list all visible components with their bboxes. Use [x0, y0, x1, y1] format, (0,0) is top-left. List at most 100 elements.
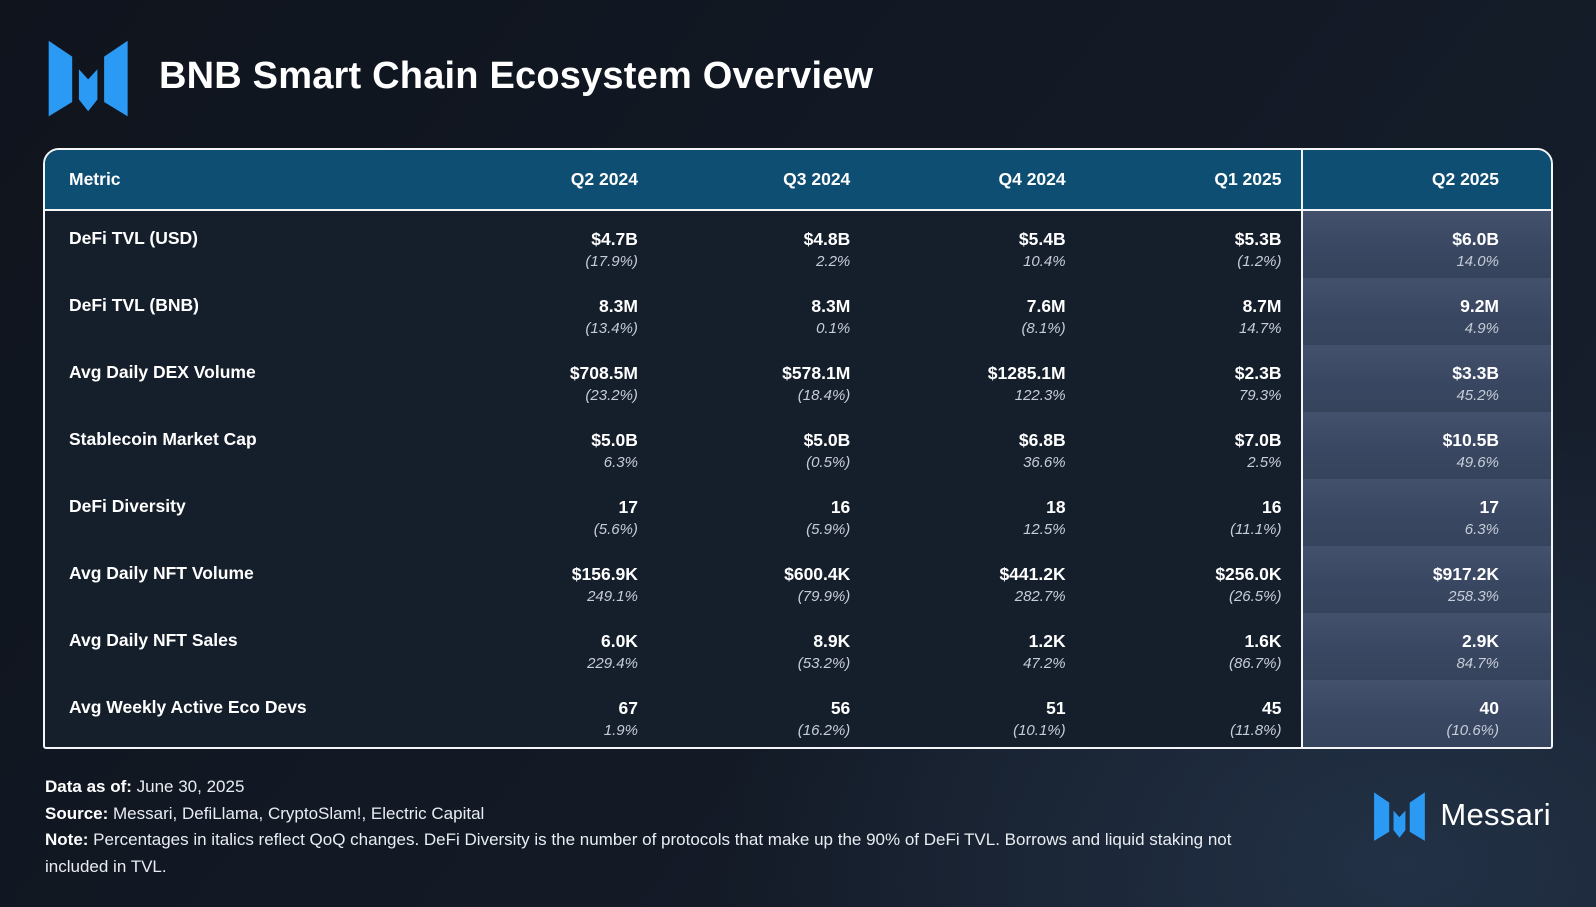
qoq-change: 4.9% — [1464, 320, 1499, 337]
data-cell: $2.3B 79.3% — [1086, 345, 1303, 412]
qoq-change: (18.4%) — [797, 387, 851, 404]
note-line: Note: Percentages in italics reflect QoQ… — [45, 827, 1260, 880]
value: 1.2K — [1028, 631, 1066, 651]
qoq-change: (1.2%) — [1237, 253, 1282, 270]
column-header-q2-2025-highlighted: Q2 2025 — [1301, 150, 1551, 211]
value: $10.5B — [1442, 430, 1499, 450]
data-cell: $5.4B 10.4% — [870, 210, 1085, 278]
value: 2.9K — [1462, 631, 1499, 651]
data-cell: $5.3B (1.2%) — [1086, 210, 1303, 278]
table-row-defi-tvl-usd: DeFi TVL (USD) $4.7B (17.9%) $4.8B 2.2% $5… — [45, 210, 1551, 278]
metrics-table: Metric Q2 2024 Q3 2024 Q4 2024 Q1 2025 Q… — [43, 148, 1553, 749]
value: 17 — [1479, 497, 1499, 517]
qoq-change: (13.4%) — [585, 320, 638, 337]
value: 8.7M — [1242, 296, 1282, 316]
data-cell-highlighted: 2.9K 84.7% — [1301, 613, 1551, 680]
metric-label: Avg Daily DEX Volume — [69, 362, 256, 382]
metric-label: Avg Daily NFT Volume — [69, 563, 254, 583]
qoq-change: (8.1%) — [1021, 320, 1066, 337]
table-row-avg-weekly-active-eco-devs: Avg Weekly Active Eco Devs 67 1.9% 56 (16.… — [45, 680, 1551, 747]
qoq-change: 258.3% — [1448, 588, 1499, 605]
data-cell: 1.2K 47.2% — [870, 613, 1085, 680]
data-cell: 6.0K 229.4% — [446, 613, 658, 680]
qoq-change: 122.3% — [1014, 387, 1066, 404]
qoq-change: 14.0% — [1456, 253, 1499, 270]
qoq-change: (17.9%) — [585, 253, 638, 270]
value: $7.0B — [1234, 430, 1282, 450]
value: 1.6K — [1244, 631, 1282, 651]
value: $2.3B — [1234, 363, 1282, 383]
column-header-q1-2025: Q1 2025 — [1085, 150, 1303, 211]
value: $5.4B — [1018, 229, 1066, 249]
qoq-change: 0.1% — [816, 320, 851, 337]
data-cell: $578.1M (18.4%) — [658, 345, 870, 412]
table-row-avg-daily-dex-volume: Avg Daily DEX Volume $708.5M (23.2%) $578… — [45, 345, 1551, 412]
value: $6.0B — [1452, 229, 1499, 249]
qoq-change: 229.4% — [587, 655, 638, 672]
data-cell-highlighted: $10.5B 49.6% — [1301, 412, 1551, 479]
value: 16 — [1262, 497, 1282, 517]
value: 17 — [618, 497, 638, 517]
metric-label: Avg Daily NFT Sales — [69, 630, 238, 650]
data-cell: $600.4K (79.9%) — [658, 546, 870, 613]
data-cell: 8.9K (53.2%) — [658, 613, 870, 680]
value: $1285.1M — [987, 363, 1066, 383]
messari-wordmark: Messari — [1372, 788, 1551, 842]
data-cell: 18 12.5% — [870, 479, 1085, 546]
value: $708.5M — [569, 363, 638, 383]
data-cell: $441.2K 282.7% — [870, 546, 1085, 613]
value: 67 — [618, 698, 638, 718]
data-cell: 1.6K (86.7%) — [1086, 613, 1303, 680]
qoq-change: 249.1% — [587, 588, 638, 605]
qoq-change: 47.2% — [1023, 655, 1066, 672]
data-cell: 8.3M 0.1% — [658, 278, 870, 345]
value: $5.0B — [803, 430, 851, 450]
data-cell: 45 (11.8%) — [1086, 680, 1303, 747]
table-row-stablecoin-market-cap: Stablecoin Market Cap $5.0B 6.3% $5.0B (0.… — [45, 412, 1551, 479]
column-header-q2-2024: Q2 2024 — [445, 150, 658, 211]
data-cell: 67 1.9% — [446, 680, 658, 747]
messari-logo-icon — [1374, 792, 1426, 841]
data-cell: $4.8B 2.2% — [658, 210, 870, 278]
value: 45 — [1262, 698, 1282, 718]
data-cell: $7.0B 2.5% — [1086, 412, 1303, 479]
qoq-change: (10.6%) — [1446, 722, 1499, 739]
qoq-change: (0.5%) — [806, 454, 851, 471]
note-label: Note: — [45, 830, 89, 849]
value: 40 — [1479, 698, 1499, 718]
messari-logo-icon — [48, 40, 128, 117]
value: 56 — [830, 698, 851, 718]
table-header-row: Metric Q2 2024 Q3 2024 Q4 2024 Q1 2025 Q… — [45, 150, 1551, 211]
data-cell: $156.9K 249.1% — [446, 546, 658, 613]
note-value: Percentages in italics reflect QoQ chang… — [45, 830, 1232, 876]
qoq-change: (5.9%) — [806, 521, 851, 538]
qoq-change: 10.4% — [1023, 253, 1066, 270]
qoq-change: (86.7%) — [1228, 655, 1282, 672]
qoq-change: (11.1%) — [1230, 521, 1282, 538]
qoq-change: 12.5% — [1023, 521, 1066, 538]
value: $256.0K — [1215, 564, 1282, 584]
value: $156.9K — [571, 564, 638, 584]
value: $441.2K — [999, 564, 1066, 584]
data-cell: $256.0K (26.5%) — [1086, 546, 1303, 613]
qoq-change: 1.9% — [603, 722, 638, 739]
value: 9.2M — [1460, 296, 1499, 316]
value: $3.3B — [1452, 363, 1499, 383]
value: $578.1M — [782, 363, 851, 383]
qoq-change: 36.6% — [1023, 454, 1066, 471]
data-cell: 17 (5.6%) — [446, 479, 658, 546]
page-footer: Data as of: June 30, 2025 Source: Messar… — [45, 774, 1551, 880]
qoq-change: 49.6% — [1456, 454, 1499, 471]
value: 51 — [1046, 698, 1066, 718]
data-cell-highlighted: 40 (10.6%) — [1301, 680, 1551, 747]
page-title: BNB Smart Chain Ecosystem Overview — [159, 54, 874, 97]
qoq-change: 282.7% — [1014, 588, 1066, 605]
value: $917.2K — [1432, 564, 1499, 584]
brand-name: Messari — [1440, 797, 1551, 832]
data-as-of-label: Data as of: — [45, 777, 132, 796]
value: 18 — [1046, 497, 1066, 517]
qoq-change: (53.2%) — [797, 655, 851, 672]
qoq-change: 45.2% — [1456, 387, 1499, 404]
data-cell: 7.6M (8.1%) — [870, 278, 1085, 345]
data-as-of-line: Data as of: June 30, 2025 — [45, 774, 1260, 801]
